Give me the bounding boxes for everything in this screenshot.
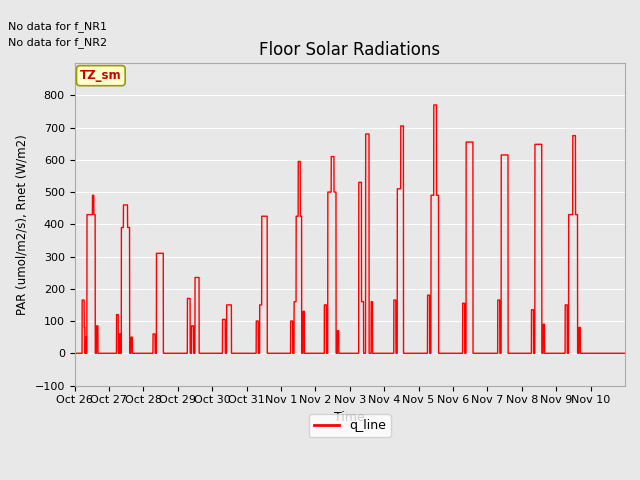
Y-axis label: PAR (umol/m2/s), Rnet (W/m2): PAR (umol/m2/s), Rnet (W/m2) [16,134,29,315]
X-axis label: Time: Time [334,411,365,424]
Text: TZ_sm: TZ_sm [80,69,122,82]
Text: No data for f_NR2: No data for f_NR2 [8,37,108,48]
Title: Floor Solar Radiations: Floor Solar Radiations [259,41,440,59]
Legend: q_line: q_line [309,414,390,437]
Text: No data for f_NR1: No data for f_NR1 [8,21,108,32]
